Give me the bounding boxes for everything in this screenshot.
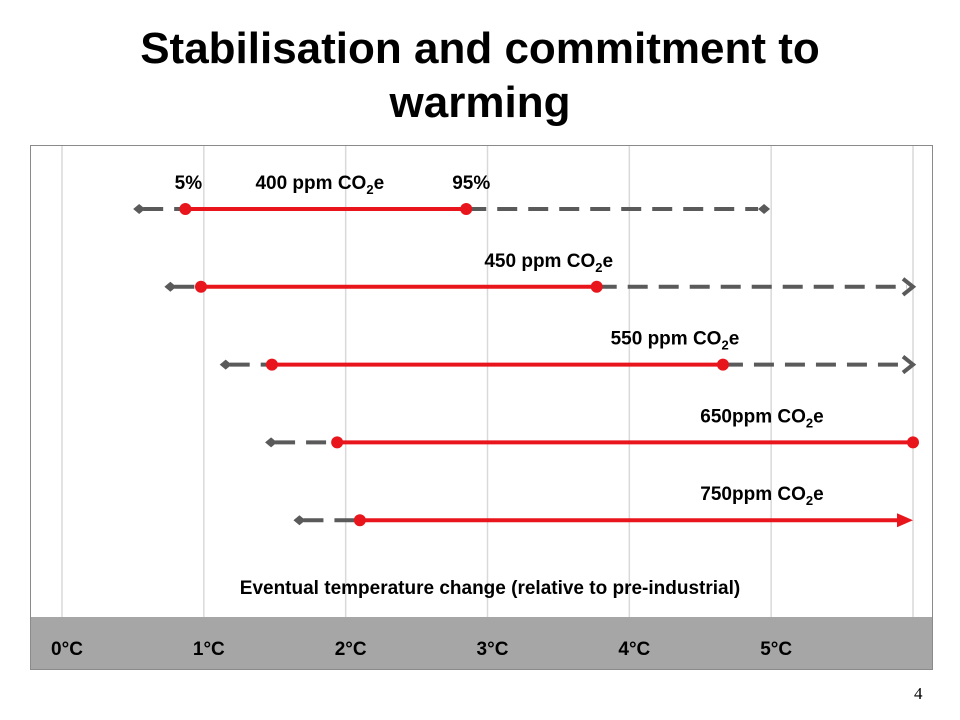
- extended-range-left-end: [265, 437, 278, 448]
- series-label: 650ppm CO2e: [700, 406, 823, 430]
- title-line-2: warming: [389, 78, 571, 127]
- likely-range-arrow: [897, 513, 913, 528]
- extended-range-left-end: [133, 204, 146, 214]
- likely-range-start: [194, 280, 207, 293]
- likely-range-end: [460, 203, 473, 215]
- page-number: 4: [914, 684, 923, 703]
- extended-range-left-end: [293, 515, 306, 526]
- series-label: 400 ppm CO2e: [255, 173, 384, 197]
- percentile-label-high: 95%: [452, 173, 490, 194]
- x-tick-label: 3°C: [477, 639, 509, 660]
- title-line-1: Stabilisation and commitment to: [140, 24, 820, 73]
- likely-range-start: [179, 203, 192, 215]
- x-tick-label: 5°C: [760, 639, 792, 660]
- extended-range-left-end: [219, 359, 232, 370]
- x-axis-label: Eventual temperature change (relative to…: [240, 578, 740, 599]
- extended-range-right-arrow: [901, 355, 917, 375]
- likely-range-start: [331, 436, 344, 449]
- extended-range-right-end: [758, 204, 771, 214]
- series-label: 750ppm CO2e: [700, 484, 823, 508]
- likely-range-end: [590, 280, 603, 293]
- x-tick-label: 0°C: [51, 639, 83, 660]
- x-tick-label: 1°C: [193, 639, 225, 660]
- series-label: 450 ppm CO2e: [484, 251, 613, 275]
- ranges: [133, 203, 919, 528]
- x-tick-label: 4°C: [618, 639, 650, 660]
- extended-range-left-end: [164, 281, 177, 292]
- range-labels: 400 ppm CO2e 450 ppm CO2e 550 ppm CO2e 650p…: [175, 173, 824, 508]
- x-tick-label: 2°C: [335, 639, 367, 660]
- likely-range-end: [716, 358, 729, 371]
- likely-range-start: [353, 514, 366, 527]
- grid-lines: [61, 146, 914, 617]
- axis-band: [31, 617, 932, 669]
- extended-range-right-arrow: [901, 277, 917, 297]
- percentile-label-low: 5%: [175, 173, 203, 194]
- likely-range-start: [265, 358, 278, 371]
- page-title: Stabilisation and commitment to warming: [0, 22, 960, 130]
- series-label: 550 ppm CO2e: [611, 329, 740, 353]
- x-tick-labels: 0°C 1°C 2°C 3°C 4°C 5°C: [51, 639, 792, 660]
- likely-range-end: [907, 436, 919, 449]
- chart-frame: [30, 145, 933, 670]
